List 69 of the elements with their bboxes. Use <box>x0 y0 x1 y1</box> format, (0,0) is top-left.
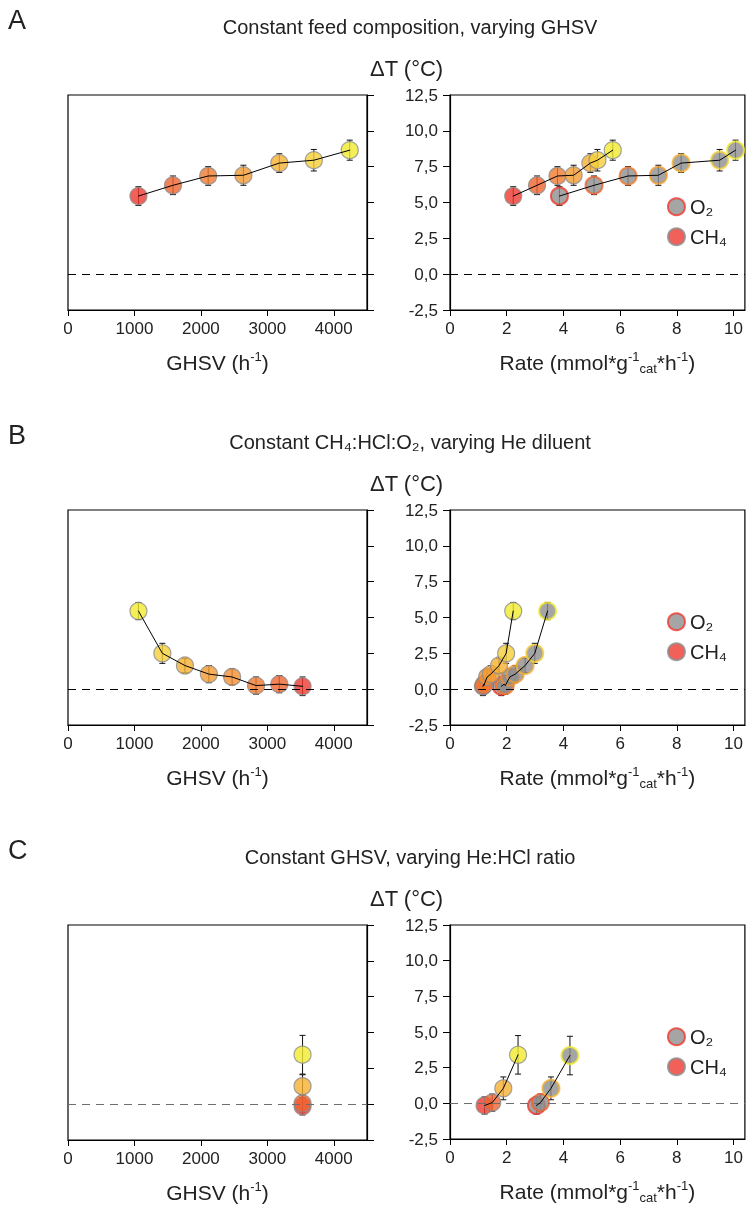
x-tick-label: 3000 <box>248 1149 287 1168</box>
x-tick-label: 1000 <box>115 734 154 753</box>
y-tick-label: 10,0 <box>404 536 438 556</box>
text: A <box>8 4 27 35</box>
x-tick-label: 1000 <box>115 1149 154 1168</box>
x-tick-label: 10 <box>724 734 744 753</box>
y-axis-title: ΔT (°C) <box>370 470 444 496</box>
x-tick-label: 3000 <box>248 734 287 753</box>
x-tick-label: 2000 <box>181 734 220 753</box>
text: Constant GHSV, varying He:HCl ratio <box>244 846 576 868</box>
y-tick-label: 12,5 <box>404 915 438 935</box>
y-tick-label: 7,5 <box>414 986 438 1006</box>
x-tick-label: 4000 <box>314 319 353 338</box>
y-tick-label: 2,5 <box>414 643 438 663</box>
x-tick-label: 4 <box>558 1148 569 1167</box>
x-tick-label: 8 <box>672 734 682 753</box>
x-tick-label: 0 <box>445 734 455 753</box>
text: B <box>8 419 27 450</box>
x-tick-label: 0 <box>63 319 73 338</box>
x-tick-label: 6 <box>615 319 625 338</box>
legend-label: CH₄ <box>689 1055 728 1078</box>
legend-label: O₂ <box>689 610 714 633</box>
x-tick-label: 3000 <box>248 319 287 338</box>
x-tick-label: 2 <box>501 1148 512 1167</box>
x-tick-label: 2000 <box>181 319 220 338</box>
y-tick-label: 5,0 <box>414 608 438 627</box>
legend-label: O₂ <box>689 1025 714 1048</box>
legend-label: CH₄ <box>689 640 728 663</box>
x-tick-label: 4000 <box>314 1149 353 1168</box>
y-tick-label: 10,0 <box>404 121 438 141</box>
y-tick-label: 5,0 <box>414 1022 438 1042</box>
x-tick-label: 4 <box>558 319 569 338</box>
y-tick-label: 0,0 <box>414 1093 438 1113</box>
x-tick-label: 10 <box>724 319 744 338</box>
legend-label: O₂ <box>689 195 714 218</box>
x-tick-label: 0 <box>63 734 73 753</box>
x-tick-label: 1000 <box>115 319 154 338</box>
y-tick-label: -2,5 <box>408 1129 438 1149</box>
x-tick-label: 0 <box>63 1149 73 1168</box>
y-tick-label: 10,0 <box>404 951 438 971</box>
y-tick-label: 0,0 <box>414 264 438 284</box>
y-tick-label: 2,5 <box>414 1058 438 1078</box>
y-tick-label: 7,5 <box>414 572 438 592</box>
y-tick-label: 5,0 <box>414 193 438 212</box>
x-tick-label: 6 <box>615 1148 625 1167</box>
x-tick-label: 6 <box>615 734 625 753</box>
y-tick-label: 2,5 <box>414 228 438 248</box>
legend-label: CH₄ <box>689 225 728 248</box>
y-axis-title: ΔT (°C) <box>370 885 444 911</box>
y-tick-label: 12,5 <box>404 500 438 520</box>
y-tick-label: 12,5 <box>404 85 438 105</box>
text: Constant CH₄:HCl:O₂, varying He diluent <box>229 431 592 453</box>
x-tick-label: 10 <box>724 1148 744 1167</box>
x-tick-label: 0 <box>445 1148 455 1167</box>
y-axis-title: ΔT (°C) <box>370 55 444 81</box>
text: Constant feed composition, varying GHSV <box>222 16 598 38</box>
y-tick-label: 7,5 <box>414 157 438 177</box>
y-tick-label: -2,5 <box>408 300 438 320</box>
x-tick-label: 0 <box>445 319 455 338</box>
text: C <box>8 834 28 865</box>
x-tick-label: 2000 <box>181 1149 220 1168</box>
x-tick-label: 2 <box>501 734 512 753</box>
x-tick-label: 4000 <box>314 734 353 753</box>
x-tick-label: 4 <box>558 734 569 753</box>
y-tick-label: -2,5 <box>408 715 438 735</box>
x-tick-label: 8 <box>672 319 682 338</box>
y-tick-label: 0,0 <box>414 679 438 699</box>
x-tick-label: 2 <box>501 319 512 338</box>
x-tick-label: 8 <box>672 1148 682 1167</box>
